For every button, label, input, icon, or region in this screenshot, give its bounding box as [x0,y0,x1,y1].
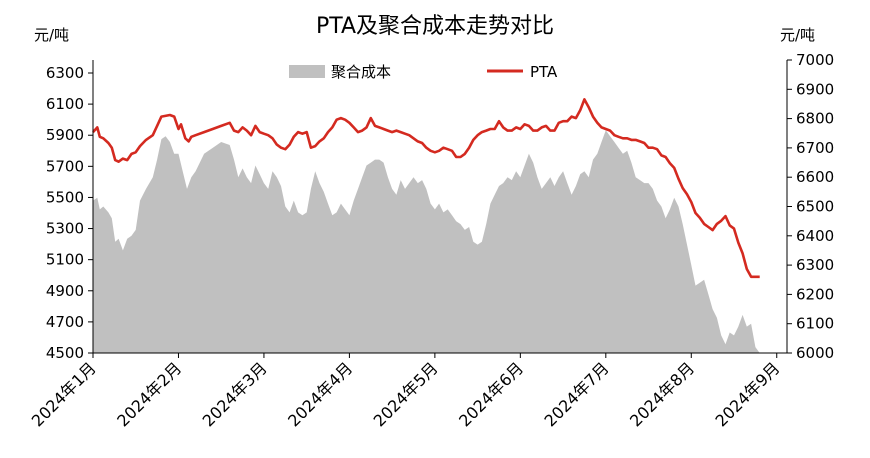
right-tick-label: 6600 [796,168,834,186]
legend-swatch-cost [289,65,325,78]
right-tick-label: 6400 [796,227,834,245]
right-tick-label: 6900 [796,80,834,98]
x-tick-label: 2024年9月 [712,358,784,430]
left-tick-label: 5500 [46,188,84,206]
x-tick-label: 2024年3月 [199,358,271,430]
right-tick-label: 6300 [796,256,834,274]
left-tick-label: 5700 [46,157,84,175]
right-axis-unit: 元/吨 [780,26,815,44]
x-tick-label: 2024年7月 [541,358,613,430]
legend-label-pta: PTA [530,63,558,81]
right-tick-label: 6000 [796,344,834,362]
x-tick-label: 2024年2月 [113,358,185,430]
right-tick-label: 6500 [796,198,834,216]
series-line-pta [92,98,760,279]
legend-label-cost: 聚合成本 [331,63,391,81]
right-tick-label: 6100 [796,315,834,333]
left-tick-label: 5900 [46,126,84,144]
x-tick-label: 2024年1月 [28,358,100,430]
right-tick-label: 6700 [796,139,834,157]
left-tick-label: 4700 [46,313,84,331]
x-tick-label: 2024年6月 [455,358,527,430]
left-tick-label: 5100 [46,251,84,269]
left-tick-label: 5300 [46,220,84,238]
right-tick-label: 6200 [796,285,834,303]
x-tick-label: 2024年8月 [626,358,698,430]
x-tick-label: 2024年4月 [284,358,356,430]
series-layer [92,98,760,353]
left-axis-unit: 元/吨 [34,26,69,44]
left-tick-label: 4500 [46,344,84,362]
x-tick-label: 2024年5月 [370,358,442,430]
plot-area: 4500 4700 4900 5100 5300 5500 5700 5900 6100 6300… [28,51,834,430]
chart-title: PTA及聚合成本走势对比 [316,14,554,39]
left-tick-label: 4900 [46,282,84,300]
right-tick-label: 7000 [796,51,834,69]
series-area-cost [93,130,760,353]
left-tick-label: 6100 [46,95,84,113]
legend: 聚合成本 PTA [289,63,558,81]
right-tick-label: 6800 [796,110,834,128]
left-tick-label: 6300 [46,64,84,82]
